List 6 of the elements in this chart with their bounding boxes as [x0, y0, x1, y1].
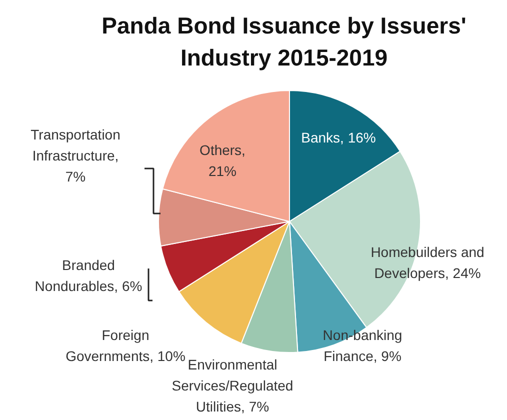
slice-label: Banks, 16% [301, 130, 376, 146]
slice-label: Others, 21% [200, 142, 246, 179]
slice-label: Homebuilders and Developers, 24% [370, 244, 484, 281]
slice-label: Branded Nondurables, 6% [34, 257, 142, 294]
chart-title: Panda Bond Issuance by Issuers' Industry 2015-2019 [102, 12, 466, 70]
slice-label: Transportation Infrastructure, 7% [30, 126, 120, 184]
